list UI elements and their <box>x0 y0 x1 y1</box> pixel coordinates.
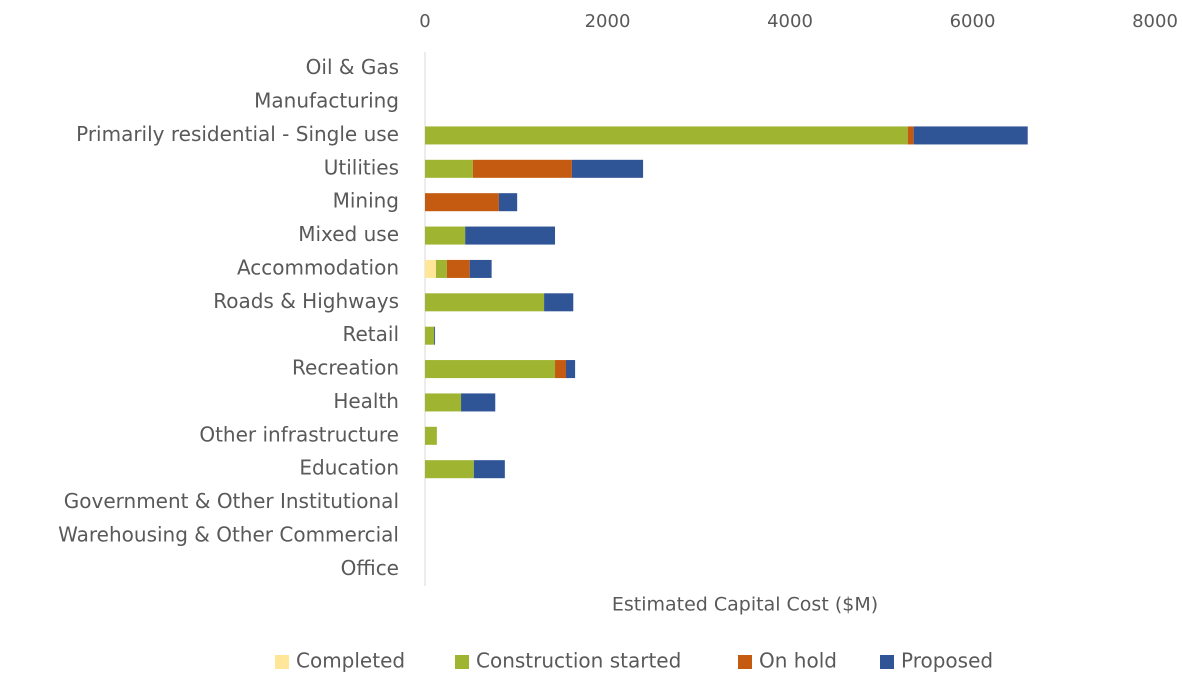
bar-segment <box>425 460 474 479</box>
legend-swatch <box>275 655 289 669</box>
bar-segment <box>425 393 462 412</box>
bar-segment <box>555 360 566 379</box>
bar-segment <box>425 259 436 278</box>
bar-segment <box>498 193 518 212</box>
y-tick-label: Utilities <box>324 155 399 179</box>
bar-segment <box>446 259 470 278</box>
bar-segment <box>472 159 572 178</box>
y-tick-label: Mixed use <box>298 222 399 246</box>
legend-swatch <box>738 655 752 669</box>
bar-segment <box>425 226 466 245</box>
bar-segment <box>425 193 499 212</box>
legend-label: Construction started <box>476 649 681 673</box>
bar-segment <box>571 159 644 178</box>
legend-label: On hold <box>759 649 837 673</box>
legend-label: Completed <box>296 649 405 673</box>
y-tick-label: Health <box>333 389 399 413</box>
bar-segment <box>913 126 1028 145</box>
y-tick-label: Roads & Highways <box>213 289 399 313</box>
bar-segment <box>465 226 556 245</box>
x-axis-label: Estimated Capital Cost ($M) <box>612 594 878 616</box>
bar-segment <box>461 393 496 412</box>
bar-segment <box>435 259 447 278</box>
legend-label: Proposed <box>901 649 993 673</box>
y-tick-label: Education <box>299 456 399 480</box>
y-tick-label: Mining <box>333 189 399 213</box>
x-tick-label: 6000 <box>950 11 996 32</box>
bar-segment <box>425 426 437 445</box>
legend-swatch <box>455 655 469 669</box>
y-tick-label: Government & Other Institutional <box>64 489 399 513</box>
y-tick-label: Accommodation <box>237 255 399 279</box>
x-tick-label: 4000 <box>767 11 813 32</box>
y-tick-label: Oil & Gas <box>306 55 399 79</box>
y-tick-label: Warehousing & Other Commercial <box>58 522 399 546</box>
bar-segment <box>425 326 435 345</box>
legend-swatch <box>880 655 894 669</box>
y-tick-label: Recreation <box>292 356 399 380</box>
y-tick-label: Manufacturing <box>254 89 399 113</box>
bar-segment <box>565 360 576 379</box>
y-tick-label: Primarily residential - Single use <box>76 122 399 146</box>
bar-segment <box>425 159 473 178</box>
y-tick-label: Other infrastructure <box>199 422 399 446</box>
bar-segment <box>473 460 505 479</box>
bar-segment <box>544 293 574 312</box>
y-tick-label: Office <box>341 556 399 580</box>
bar-segment <box>425 293 545 312</box>
bar-segment <box>907 126 914 145</box>
bar-segment <box>425 126 908 145</box>
x-tick-label: 8000 <box>1132 11 1178 32</box>
y-tick-label: Retail <box>342 322 399 346</box>
x-tick-label: 0 <box>419 11 430 32</box>
bar-segment <box>425 360 556 379</box>
bar-segment <box>469 259 492 278</box>
x-tick-label: 2000 <box>585 11 631 32</box>
bar-segment <box>434 326 436 345</box>
